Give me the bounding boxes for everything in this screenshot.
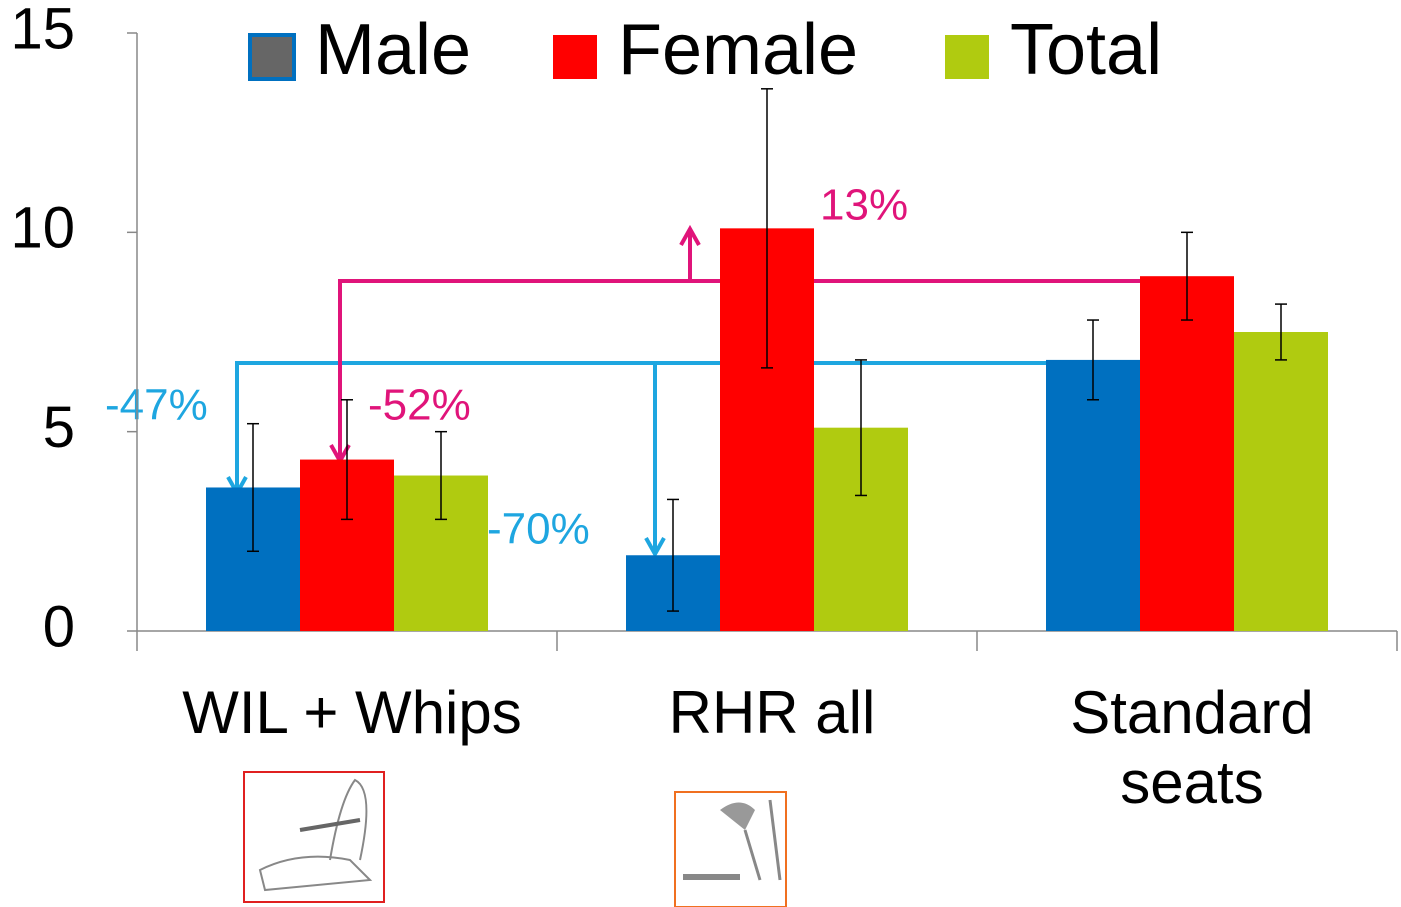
- legend-swatch: [945, 35, 989, 79]
- page: -47% -52% -70% 13% 0 5 10 15 Male Female Total…: [0, 0, 1401, 907]
- seat-icon: [675, 792, 786, 907]
- annotation: -52%: [368, 381, 471, 430]
- annotation: 13%: [820, 181, 908, 230]
- legend-label: Male: [315, 10, 471, 90]
- bar: [1234, 332, 1328, 631]
- y-tick-label: 0: [43, 594, 75, 659]
- y-tick-label: 10: [10, 196, 75, 261]
- x-tick-label: RHR all: [577, 678, 967, 748]
- legend-swatch: [553, 35, 597, 79]
- legend-label: Total: [1010, 10, 1162, 90]
- y-tick-label: 15: [10, 0, 75, 61]
- annotation: -70%: [487, 505, 590, 554]
- annotation: -47%: [105, 381, 208, 430]
- x-tick-label: WIL + Whips: [157, 678, 547, 748]
- y-tick-label: 5: [43, 395, 75, 460]
- legend-label: Female: [618, 10, 858, 90]
- seat-icon: [244, 772, 384, 902]
- bar: [1140, 276, 1234, 631]
- x-tick-label: Standard seats: [997, 678, 1387, 818]
- bar: [1046, 360, 1140, 631]
- legend-swatch: [250, 35, 294, 79]
